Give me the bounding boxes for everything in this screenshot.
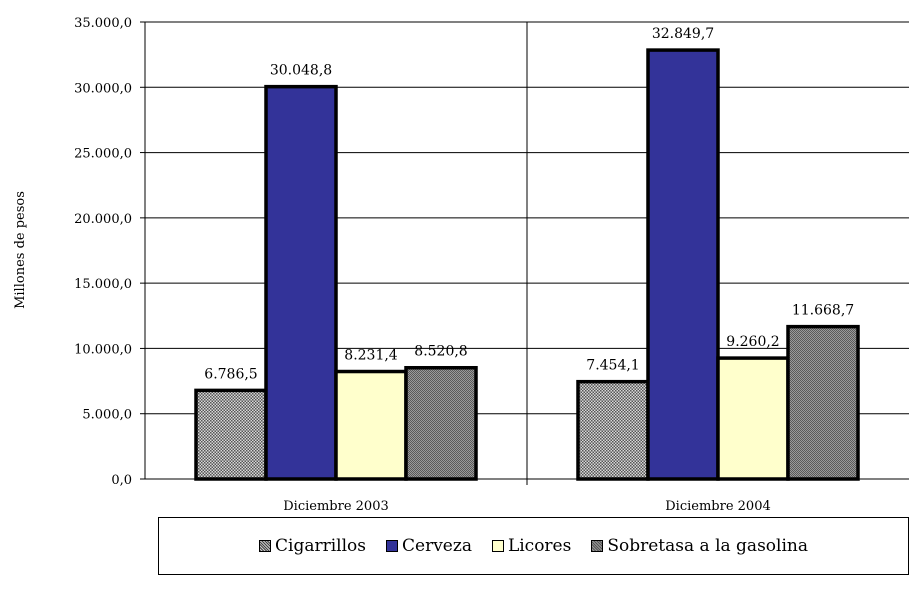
y-tick-label: 35.000,0 xyxy=(74,16,132,31)
bar xyxy=(716,356,790,481)
legend: Cigarrillos Cerveza Licores Sobretasa a la … xyxy=(158,517,909,575)
legend-swatch xyxy=(591,540,604,552)
legend-swatch xyxy=(491,540,504,552)
x-category-label: Diciembre 2004 xyxy=(665,499,771,510)
axes xyxy=(140,21,909,485)
legend-label: Sobretasa a la gasolina xyxy=(607,536,808,556)
labels: 0,0 5.000,0 10.000,0 15.000,0 20.000,0 25.000… xyxy=(74,16,854,510)
bar xyxy=(646,48,720,481)
data-label: 32.849,7 xyxy=(652,26,714,42)
y-tick-label: 5.000,0 xyxy=(82,408,132,423)
legend-item: Cerveza xyxy=(386,536,472,556)
bar xyxy=(576,379,650,481)
data-label: 8.231,4 xyxy=(344,348,398,364)
legend-label: Licores xyxy=(507,536,572,556)
legend-label: Cerveza xyxy=(402,536,472,556)
data-label: 7.454,1 xyxy=(586,358,639,374)
legend-item: Sobretasa a la gasolina xyxy=(591,536,808,556)
bar xyxy=(194,388,268,481)
y-tick-label: 20.000,0 xyxy=(74,212,132,227)
legend-swatch xyxy=(259,540,271,552)
data-label: 8.520,8 xyxy=(414,344,467,360)
data-label: 9.260,2 xyxy=(726,334,779,350)
bar xyxy=(264,84,338,481)
bar xyxy=(404,365,478,481)
y-tick-label: 25.000,0 xyxy=(74,147,132,162)
data-label: 30.048,8 xyxy=(270,63,332,79)
bars xyxy=(194,48,860,481)
y-axis-title: Millones de pesos xyxy=(13,191,28,309)
data-label: 6.786,5 xyxy=(204,366,257,382)
y-tick-label: 30.000,0 xyxy=(74,81,132,96)
y-tick-label: 0,0 xyxy=(111,473,132,488)
bar xyxy=(786,324,860,481)
x-category-label: Diciembre 2003 xyxy=(283,499,389,510)
bar-chart: 0,0 5.000,0 10.000,0 15.000,0 20.000,0 25.000… xyxy=(13,16,909,510)
legend-swatch xyxy=(386,540,398,552)
legend-item: Licores xyxy=(491,536,572,556)
legend-label: Cigarrillos xyxy=(275,536,366,556)
data-label: 11.668,7 xyxy=(792,303,854,319)
y-tick-label: 15.000,0 xyxy=(74,277,132,292)
legend-item: Cigarrillos xyxy=(259,536,366,556)
y-tick-label: 10.000,0 xyxy=(74,342,132,357)
bar xyxy=(334,369,408,481)
